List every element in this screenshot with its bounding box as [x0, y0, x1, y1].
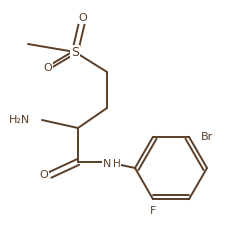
Text: N: N: [103, 159, 111, 169]
Text: H₂N: H₂N: [9, 115, 30, 125]
Text: O: O: [44, 63, 52, 73]
Text: H: H: [113, 159, 121, 169]
Text: Br: Br: [201, 132, 213, 142]
Text: F: F: [150, 206, 156, 216]
Text: O: O: [39, 170, 48, 180]
Text: O: O: [79, 13, 87, 23]
Text: S: S: [71, 46, 79, 58]
